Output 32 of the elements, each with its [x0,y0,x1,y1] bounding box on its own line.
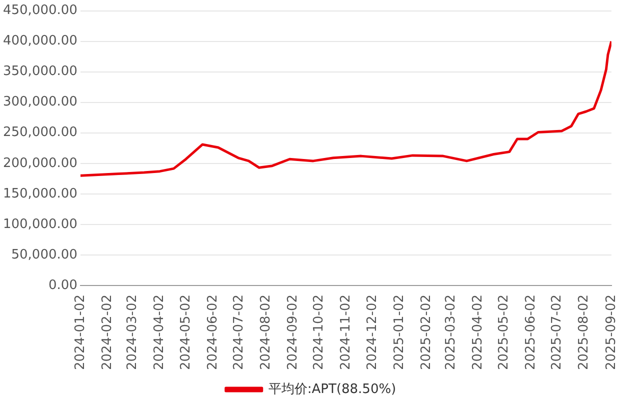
x-tick-label: 2024-02-02 [100,294,115,370]
x-tick-label: 2024-11-02 [338,294,354,370]
x-tick-label: 2025-04-02 [470,294,486,370]
y-tick-label: 350,000.00 [2,64,78,80]
x-tick-label: 2025-02-02 [418,294,434,370]
x-tick-label: 2025-09-02 [604,294,619,370]
x-tick-label: 2025-01-02 [392,294,407,370]
x-tick-label: 2025-03-02 [443,294,458,370]
y-tick-label: 100,000.00 [2,216,78,232]
x-tick-label: 2024-03-02 [125,294,140,370]
y-tick-label: 0.00 [48,278,78,293]
x-tick-label: 2024-08-02 [258,294,274,370]
y-tick-label: 400,000.00 [2,34,78,49]
y-tick-label: 200,000.00 [2,156,78,171]
y-tick-label: 250,000.00 [2,125,78,140]
x-tick-label: 2025-05-02 [496,294,512,370]
x-tick-label: 2025-07-02 [550,294,565,370]
x-tick-label: 2024-12-02 [364,294,380,370]
x-tick-label: 2025-08-02 [576,294,592,370]
x-tick-label: 2024-05-02 [178,294,194,370]
y-tick-label: 150,000.00 [2,186,78,202]
x-tick-label: 2024-04-02 [152,294,168,370]
y-tick-label: 50,000.00 [11,247,78,262]
y-tick-label: 300,000.00 [2,94,78,110]
x-tick-label: 2024-07-02 [231,294,246,370]
x-tick-label: 2024-09-02 [286,294,301,370]
x-tick-label: 2025-06-02 [524,294,539,370]
legend-label: 平均价:APT(88.50%) [268,382,396,397]
x-tick-label: 2024-10-02 [312,294,327,370]
y-tick-label: 450,000.00 [2,3,78,18]
x-tick-label: 2024-01-02 [72,294,88,370]
x-tick-label: 2024-06-02 [205,294,220,370]
